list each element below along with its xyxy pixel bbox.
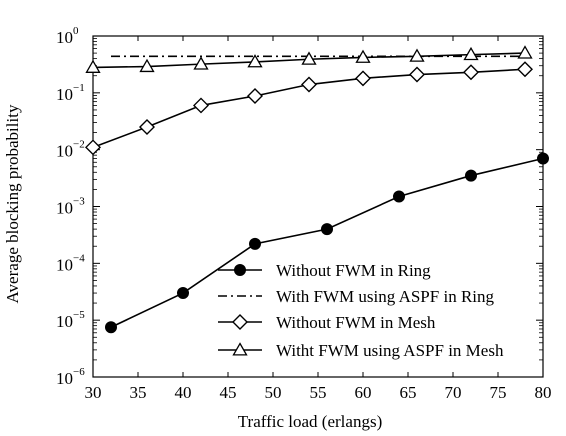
data-point — [301, 51, 317, 65]
y-tick-label: 10−2 — [56, 139, 85, 161]
data-point — [517, 45, 533, 59]
legend-item: Without FWM in Ring — [218, 261, 431, 280]
data-point — [139, 119, 155, 136]
data-point — [139, 58, 155, 73]
x-tick-label: 80 — [535, 383, 552, 402]
data-point — [463, 46, 479, 61]
y-axis-title: Average blocking probability — [3, 104, 22, 303]
data-point — [409, 66, 425, 83]
series-3 — [85, 61, 533, 156]
data-point — [355, 70, 371, 87]
x-tick-label: 60 — [355, 383, 372, 402]
legend: Without FWM in Ring With FWM using ASPF i… — [218, 261, 504, 360]
x-tick-label: 30 — [85, 383, 102, 402]
data-point — [409, 48, 425, 62]
data-point — [232, 314, 248, 330]
x-tick-label: 65 — [400, 383, 417, 402]
data-point — [463, 64, 479, 81]
x-tick-label: 70 — [445, 383, 462, 402]
data-point — [517, 61, 533, 78]
data-point — [321, 223, 333, 236]
data-point — [234, 264, 246, 276]
data-point — [301, 76, 317, 93]
data-point — [105, 321, 117, 334]
y-tick-label: 10−5 — [56, 309, 85, 331]
legend-label: Without FWM in Mesh — [276, 313, 436, 332]
y-tick-label: 10−4 — [56, 252, 85, 274]
x-tick-label: 55 — [310, 383, 327, 402]
series — [85, 45, 549, 334]
x-tick-label: 75 — [490, 383, 507, 402]
data-point — [177, 287, 189, 300]
data-point — [393, 190, 405, 203]
data-point — [85, 59, 101, 73]
legend-item: Witht FWM using ASPF in Mesh — [218, 341, 504, 360]
y-tick-label: 100 — [56, 25, 79, 47]
data-point — [232, 342, 248, 356]
x-tick-label: 45 — [220, 383, 237, 402]
legend-label: Witht FWM using ASPF in Mesh — [276, 341, 504, 360]
legend-label: Without FWM in Ring — [276, 261, 431, 280]
x-tick-label: 50 — [265, 383, 282, 402]
y-tick-label: 10−1 — [56, 82, 85, 104]
legend-label: With FWM using ASPF in Ring — [276, 287, 495, 306]
y-tick-label: 10−3 — [56, 196, 85, 218]
data-point — [193, 56, 209, 70]
tick-labels: 30 35 40 45 50 55 60 65 70 75 80 100 10−1 10−2 10−3 10−… — [56, 25, 552, 402]
legend-item: Without FWM in Mesh — [218, 313, 436, 332]
x-tick-label: 35 — [130, 383, 147, 402]
y-tick-label: 10−6 — [56, 366, 85, 388]
data-point — [355, 49, 371, 63]
data-point — [537, 152, 549, 165]
series-1 — [105, 152, 549, 334]
x-axis-title: Traffic load (erlangs) — [238, 412, 382, 431]
data-point — [247, 87, 263, 104]
data-point — [85, 139, 101, 156]
data-point — [249, 237, 261, 250]
data-point — [247, 54, 263, 68]
data-point — [193, 97, 209, 114]
legend-item: With FWM using ASPF in Ring — [218, 287, 495, 306]
data-point — [465, 169, 477, 182]
x-tick-label: 40 — [175, 383, 192, 402]
series-4 — [85, 45, 533, 73]
